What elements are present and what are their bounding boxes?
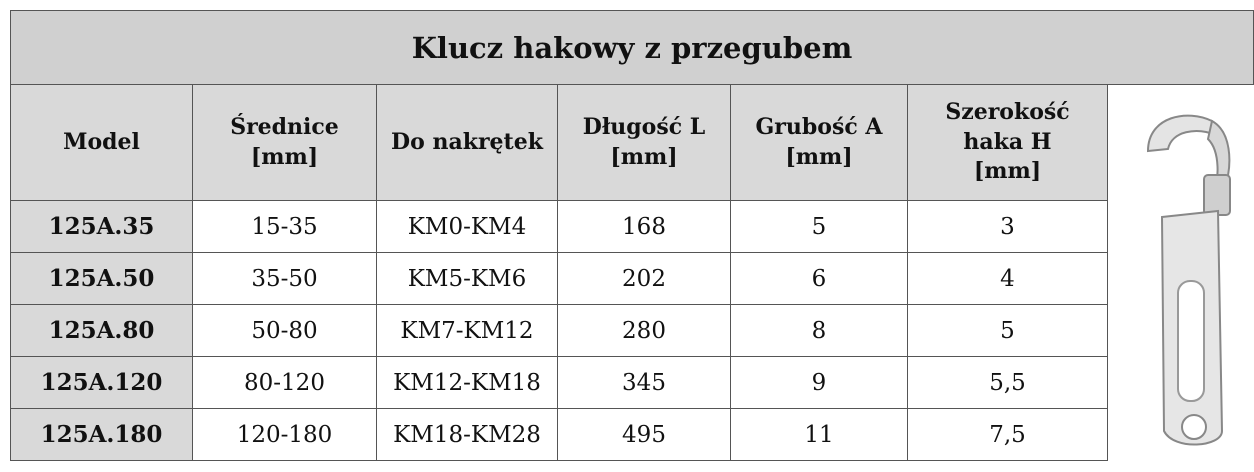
column-header: Grubość A [mm] xyxy=(731,85,908,201)
value-cell: 8 xyxy=(731,305,908,357)
wrench-icon xyxy=(1108,91,1254,451)
value-cell: KM0-KM4 xyxy=(377,201,558,253)
value-cell: KM5-KM6 xyxy=(377,253,558,305)
model-cell: 125A.180 xyxy=(11,409,193,461)
value-cell: 5,5 xyxy=(908,357,1108,409)
value-cell: 4 xyxy=(908,253,1108,305)
model-cell: 125A.35 xyxy=(11,201,193,253)
value-cell: KM18-KM28 xyxy=(377,409,558,461)
value-cell: 495 xyxy=(558,409,731,461)
column-header: Długość L [mm] xyxy=(558,85,731,201)
value-cell: 7,5 xyxy=(908,409,1108,461)
value-cell: 5 xyxy=(908,305,1108,357)
model-cell: 125A.80 xyxy=(11,305,193,357)
value-cell: 3 xyxy=(908,201,1108,253)
value-cell: 35-50 xyxy=(193,253,377,305)
product-image xyxy=(1108,85,1254,461)
value-cell: 9 xyxy=(731,357,908,409)
value-cell: 120-180 xyxy=(193,409,377,461)
model-cell: 125A.120 xyxy=(11,357,193,409)
value-cell: 5 xyxy=(731,201,908,253)
column-header: Model xyxy=(11,85,193,201)
model-cell: 125A.50 xyxy=(11,253,193,305)
value-cell: 202 xyxy=(558,253,731,305)
value-cell: 6 xyxy=(731,253,908,305)
value-cell: 168 xyxy=(558,201,731,253)
column-header: Do nakrętek xyxy=(377,85,558,201)
column-header: Średnice [mm] xyxy=(193,85,377,201)
value-cell: 80-120 xyxy=(193,357,377,409)
value-cell: 345 xyxy=(558,357,731,409)
value-cell: 15-35 xyxy=(193,201,377,253)
value-cell: KM12-KM18 xyxy=(377,357,558,409)
page: {"table": { "title": "Klucz hakowy z prz… xyxy=(0,0,1254,472)
column-header: Szerokość haka H [mm] xyxy=(908,85,1108,201)
value-cell: 280 xyxy=(558,305,731,357)
value-cell: 11 xyxy=(731,409,908,461)
table-title: Klucz hakowy z przegubem xyxy=(11,11,1254,85)
value-cell: KM7-KM12 xyxy=(377,305,558,357)
value-cell: 50-80 xyxy=(193,305,377,357)
